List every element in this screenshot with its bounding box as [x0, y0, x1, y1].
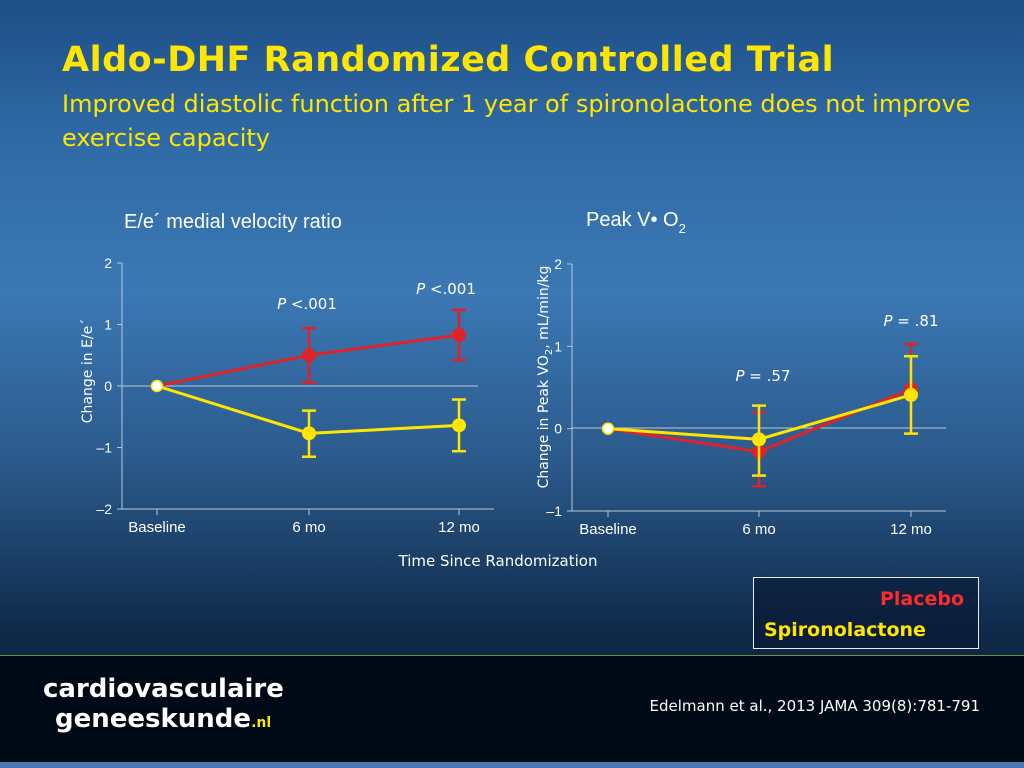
chart-2-ylabel-sub: 2 [544, 349, 555, 355]
chart-2-y-tick-label: –1 [546, 503, 562, 519]
chart-1: E/e´ medial velocity ratio Change in E/e… [80, 211, 494, 536]
footer-band [0, 655, 1024, 766]
chart-1-spironolactone-point [302, 426, 316, 441]
chart-2-y-tick-label: 0 [554, 421, 562, 437]
chart-2-ylabel-main: Change in Peak VO [536, 355, 552, 488]
chart-1-y-tick-label: 1 [104, 317, 112, 333]
chart-1-x-tick-label: 12 mo [438, 519, 480, 536]
chart-1-y-tick-label: 2 [104, 255, 112, 271]
chart-2-p-value-annotation: P = .81 [883, 312, 938, 330]
chart-2-x-tick-label: Baseline [579, 521, 637, 538]
chart-2-spironolactone-point [904, 387, 918, 402]
chart-1-p-value-annotation: P <.001 [277, 295, 337, 313]
chart-2-x-tick-label: 12 mo [890, 521, 932, 538]
chart-1-x-tick-label: 6 mo [292, 519, 325, 536]
shared-x-axis-label: Time Since Randomization [398, 552, 598, 570]
brand-name: geneeskunde [55, 704, 252, 734]
charts-canvas: E/e´ medial velocity ratio Change in E/e… [80, 209, 946, 570]
chart-2-p-value-annotation: P = .57 [735, 367, 790, 385]
chart-1-baseline-point [150, 379, 164, 393]
slide-title: Aldo-DHF Randomized Controlled Trial [62, 40, 835, 80]
chart-2-y-tick-label: 1 [554, 338, 562, 354]
legend-box: Placebo Spironolactone [753, 577, 979, 649]
brand-suffix: .nl [251, 715, 272, 731]
chart-2-spironolactone-point [752, 432, 766, 447]
chart-2-ylabel: Change in Peak VO2, mL/min/kg [536, 266, 555, 489]
chart-1-placebo-point [302, 348, 316, 363]
chart-1-y-tick-label: –1 [96, 440, 112, 456]
chart-2-title-sub: 2 [679, 221, 686, 236]
chart-2-ylabel-unit: , mL/min/kg [536, 266, 552, 349]
chart-2-y-tick-label: 2 [554, 256, 562, 272]
brand-line-2: geneeskunde.nl [55, 704, 271, 734]
legend-spironolactone: Spironolactone [764, 619, 926, 641]
footer-strip [0, 762, 1024, 768]
chart-1-placebo-point [452, 327, 466, 342]
chart-1-ylabel: Change in E/e´ [80, 319, 96, 423]
chart-1-x-tick-label: Baseline [128, 519, 186, 536]
chart-2-title: Peak V• O2 [586, 209, 686, 236]
chart-2-x-tick-label: 6 mo [742, 521, 775, 538]
chart-1-p-value-annotation: P <.001 [416, 280, 476, 298]
chart-1-title: E/e´ medial velocity ratio [124, 211, 342, 233]
chart-2-baseline-point [601, 422, 615, 435]
chart-2: Peak V• O2 Change in Peak VO2, mL/min/kg… [536, 209, 946, 538]
chart-1-y-tick-label: –2 [96, 501, 112, 517]
brand-line-1: cardiovasculaire [43, 674, 284, 704]
slide-subtitle: Improved diastolic function after 1 year… [62, 90, 971, 152]
legend-placebo: Placebo [879, 588, 964, 610]
chart-1-spironolactone-point [452, 418, 466, 433]
chart-2-title-main: Peak V• O [586, 209, 679, 231]
chart-1-y-tick-label: 0 [104, 378, 112, 394]
citation: Edelmann et al., 2013 JAMA 309(8):781-79… [649, 697, 980, 715]
